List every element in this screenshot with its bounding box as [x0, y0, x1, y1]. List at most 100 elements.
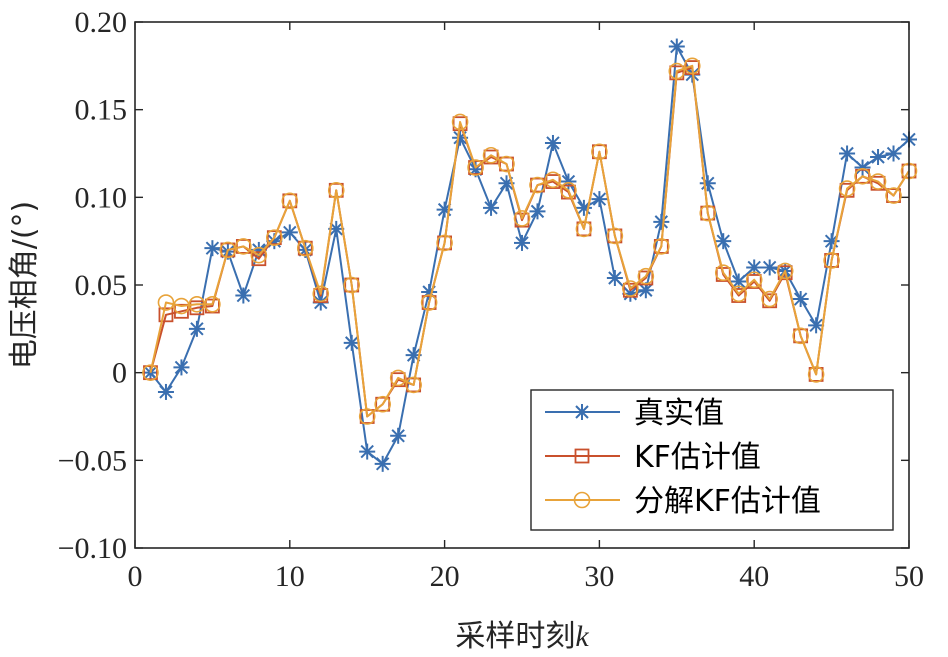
star-stroke: [793, 292, 808, 306]
data-point: [529, 176, 546, 194]
plot-frame: [134, 21, 910, 549]
data-point: [312, 285, 330, 303]
data-point: [375, 396, 391, 412]
data-point: [513, 210, 531, 227]
data-point: [173, 359, 190, 376]
star-stroke: [886, 146, 901, 161]
y-tick-label: −0.10: [58, 532, 127, 565]
data-point: [250, 246, 268, 264]
data-point: [482, 146, 500, 164]
data-point: [142, 364, 159, 381]
data-point: [220, 242, 236, 258]
data-point: [374, 455, 391, 472]
data-point: [266, 229, 283, 246]
data-point: [530, 177, 545, 193]
data-point: [297, 240, 313, 256]
data-point: [235, 238, 252, 255]
data-point: [296, 239, 314, 257]
data-point: [653, 238, 670, 255]
data-point: [699, 204, 717, 222]
star-stroke: [608, 271, 622, 285]
legend-swatch-marker: [574, 404, 590, 420]
star-stroke: [174, 360, 189, 375]
star-stroke: [546, 136, 560, 150]
star-stroke: [267, 234, 282, 248]
y-tick-label: 0.05: [75, 269, 128, 302]
star-stroke: [530, 204, 545, 219]
data-point: [219, 241, 237, 259]
data-point: [188, 320, 205, 337]
y-tick-label: 0.20: [75, 6, 128, 39]
data-point: [622, 280, 639, 297]
data-point: [390, 427, 407, 444]
data-point: [327, 182, 345, 199]
data-point: [174, 303, 189, 319]
star-stroke: [623, 287, 638, 301]
data-point: [668, 62, 686, 80]
y-tick-label: 0.10: [75, 181, 128, 214]
star-stroke: [375, 457, 390, 471]
series-3: [142, 57, 918, 425]
data-point: [591, 191, 608, 208]
star-stroke: [190, 322, 204, 336]
star-stroke: [871, 150, 885, 164]
data-point: [637, 267, 655, 285]
data-point: [514, 234, 530, 251]
star-stroke: [592, 192, 607, 206]
data-point: [699, 175, 716, 192]
legend-swatch-marker: [574, 448, 590, 464]
star-stroke: [406, 348, 421, 362]
data-point: [793, 328, 809, 344]
data-point: [405, 376, 422, 394]
data-point: [730, 285, 748, 303]
data-point: [683, 57, 701, 75]
data-point: [668, 38, 685, 55]
data-point: [653, 213, 670, 230]
data-point: [885, 187, 902, 204]
star-stroke: [205, 241, 220, 255]
data-point: [715, 233, 732, 250]
data-point: [420, 294, 438, 311]
legend-label: 真实值: [634, 396, 724, 431]
data-point: [808, 317, 825, 334]
star-stroke: [747, 260, 761, 275]
data-point: [839, 145, 856, 162]
data-point: [607, 228, 623, 244]
data-point: [281, 224, 298, 241]
star-stroke: [716, 234, 730, 248]
legend-entry: 真实值: [545, 396, 724, 431]
star-stroke: [577, 201, 591, 215]
data-point: [451, 113, 469, 131]
y-tick-label: −0.05: [58, 444, 127, 477]
data-point: [870, 149, 887, 166]
data-point: [421, 295, 437, 310]
data-point: [498, 155, 515, 173]
star-stroke: [575, 405, 589, 419]
data-point: [544, 134, 561, 151]
legend-entry: KF估计值: [545, 440, 761, 475]
star-stroke: [809, 318, 823, 333]
data-point: [544, 171, 562, 189]
legend-label: KF估计值: [634, 440, 761, 475]
data-point: [792, 327, 809, 345]
data-point: [343, 276, 361, 294]
data-point: [606, 227, 624, 245]
data-point: [592, 144, 607, 160]
star-stroke: [515, 236, 529, 250]
x-tick-label: 50: [894, 560, 924, 593]
star-stroke: [639, 283, 653, 297]
data-point: [560, 182, 577, 199]
data-point: [745, 271, 763, 289]
star-stroke: [855, 160, 870, 175]
star-stroke: [670, 39, 684, 54]
y-tick-label: 0: [112, 357, 127, 390]
data-point: [776, 262, 794, 280]
star-stroke: [840, 146, 854, 161]
legend-entry: 分解KF估计值: [545, 484, 821, 519]
legend-label: 分解KF估计值: [634, 484, 821, 519]
data-point: [143, 365, 158, 381]
data-point: [807, 366, 825, 383]
data-point: [869, 173, 887, 190]
star-stroke: [762, 260, 777, 275]
star-stroke: [159, 385, 173, 399]
